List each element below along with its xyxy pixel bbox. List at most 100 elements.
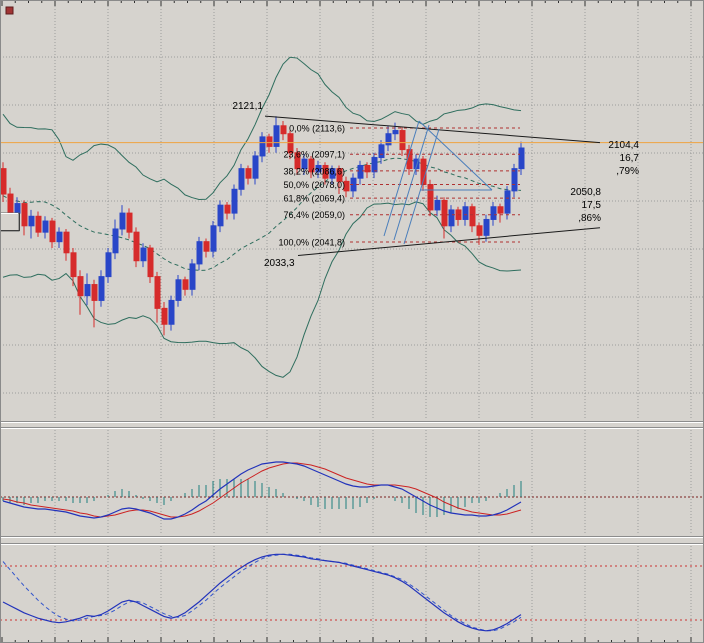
candle-body xyxy=(14,203,21,214)
chart-marker-icon xyxy=(5,6,14,15)
channel-line xyxy=(383,120,420,237)
candle-body xyxy=(77,276,84,297)
fib-retracement-lines[interactable] xyxy=(350,127,520,243)
candle-body xyxy=(119,212,126,230)
candle-body xyxy=(357,164,364,179)
candle-body xyxy=(434,199,441,211)
channel-lines[interactable] xyxy=(383,120,493,245)
candle-body xyxy=(462,206,469,220)
candle-body xyxy=(91,284,98,301)
candle-body xyxy=(469,206,476,227)
candle-body xyxy=(56,231,63,243)
lower-trendline-annotation: 2050,8 17,5 ,86% xyxy=(570,187,601,224)
candle-body xyxy=(203,241,210,252)
candle-body xyxy=(28,215,35,227)
candle-body xyxy=(168,299,175,325)
bollinger-middle-band xyxy=(2,157,522,271)
upper-trendline-delta: 16,7 xyxy=(620,153,640,164)
candle-body xyxy=(497,206,504,214)
candle-body xyxy=(427,184,434,211)
candle-body xyxy=(98,276,105,301)
candle-body xyxy=(273,125,280,147)
candle-body xyxy=(413,158,420,170)
candle-body xyxy=(189,263,196,290)
candle-body xyxy=(182,279,189,290)
channel-line xyxy=(403,128,440,245)
lower-trendline-percent: ,86% xyxy=(578,213,601,224)
candle-body xyxy=(294,152,301,170)
lower-trendline-delta: 17,5 xyxy=(582,200,602,211)
bollinger-lower-band xyxy=(2,201,522,378)
panel-divider-2[interactable] xyxy=(0,536,704,545)
candle-body xyxy=(378,144,385,159)
fib-level-label: 23,6% (2097,1) xyxy=(283,150,345,160)
stochastic-signal-line xyxy=(2,553,522,632)
stochastic-main-line xyxy=(2,553,522,632)
candle-body xyxy=(476,225,483,236)
upper-trendline xyxy=(264,115,601,144)
candle-body xyxy=(266,136,273,147)
candle-body xyxy=(154,276,161,309)
candle-body xyxy=(490,206,497,220)
candle-body xyxy=(343,180,350,192)
candle-body xyxy=(161,307,168,325)
candles xyxy=(0,116,525,336)
candle-body xyxy=(133,231,140,262)
candle-body xyxy=(42,220,49,233)
macd-signal-line xyxy=(2,462,522,518)
candle-body xyxy=(448,209,455,227)
candle-body xyxy=(217,204,224,227)
candle-body xyxy=(399,130,406,151)
upper-trendline-annotation: 2104,4 16,7 ,79% xyxy=(608,140,639,177)
fib-retracement-labels: 0,0% (2113,6) 23,6% (2097,1) 38,2% (2086,6… xyxy=(278,124,345,248)
candle-body xyxy=(336,168,343,182)
candle-body xyxy=(308,158,315,173)
candle-body xyxy=(105,252,112,278)
candle-body xyxy=(210,225,217,252)
fib-level-label: 100,0% (2041,8) xyxy=(278,238,345,248)
bollinger-bands xyxy=(2,56,522,378)
candle-body xyxy=(175,279,182,301)
candle-body xyxy=(49,220,56,243)
trendlines[interactable] xyxy=(264,115,601,256)
candle-body xyxy=(245,168,252,179)
candle-body xyxy=(441,199,448,227)
candle-body xyxy=(329,168,336,179)
candle-body xyxy=(238,168,245,190)
candle-body xyxy=(371,157,378,173)
upper-trendline-end-price: 2104,4 xyxy=(608,140,639,151)
candle-body xyxy=(385,133,392,146)
channel-line xyxy=(393,124,430,241)
upper-trendline-percent: ,79% xyxy=(616,166,639,177)
fib-level-label: 0,0% (2113,6) xyxy=(289,124,345,134)
candle-body xyxy=(21,203,28,227)
panel-divider-1[interactable] xyxy=(0,421,704,429)
stochastic-indicator-panel xyxy=(0,553,704,632)
fib-level-label: 38,2% (2086,6) xyxy=(283,166,345,176)
peak-price-label: 2121,1 xyxy=(232,101,263,112)
candle-body xyxy=(35,215,42,233)
fib-level-label: 50,0% (2078,0) xyxy=(283,180,345,190)
candle-body xyxy=(259,136,266,157)
lower-trendline-end-price: 2050,8 xyxy=(570,187,601,198)
candle-body xyxy=(504,190,511,214)
candle-body xyxy=(231,188,238,214)
candle-body xyxy=(196,241,203,265)
grid xyxy=(0,6,704,636)
candle-body xyxy=(147,247,154,278)
fib-level-label: 61,8% (2069,4) xyxy=(283,194,345,204)
candle-body xyxy=(70,252,77,278)
left-edge-box[interactable] xyxy=(0,212,20,232)
candle-body xyxy=(63,231,70,254)
candle-body xyxy=(140,247,147,262)
candle-body xyxy=(7,193,14,214)
candle-body xyxy=(84,284,91,297)
candle-body xyxy=(280,125,287,135)
candle-body xyxy=(301,158,308,170)
candle-body xyxy=(511,168,518,192)
fib-level-label: 76,4% (2059,0) xyxy=(283,210,345,220)
macd-main-line xyxy=(2,461,522,520)
candle-body xyxy=(322,164,329,179)
